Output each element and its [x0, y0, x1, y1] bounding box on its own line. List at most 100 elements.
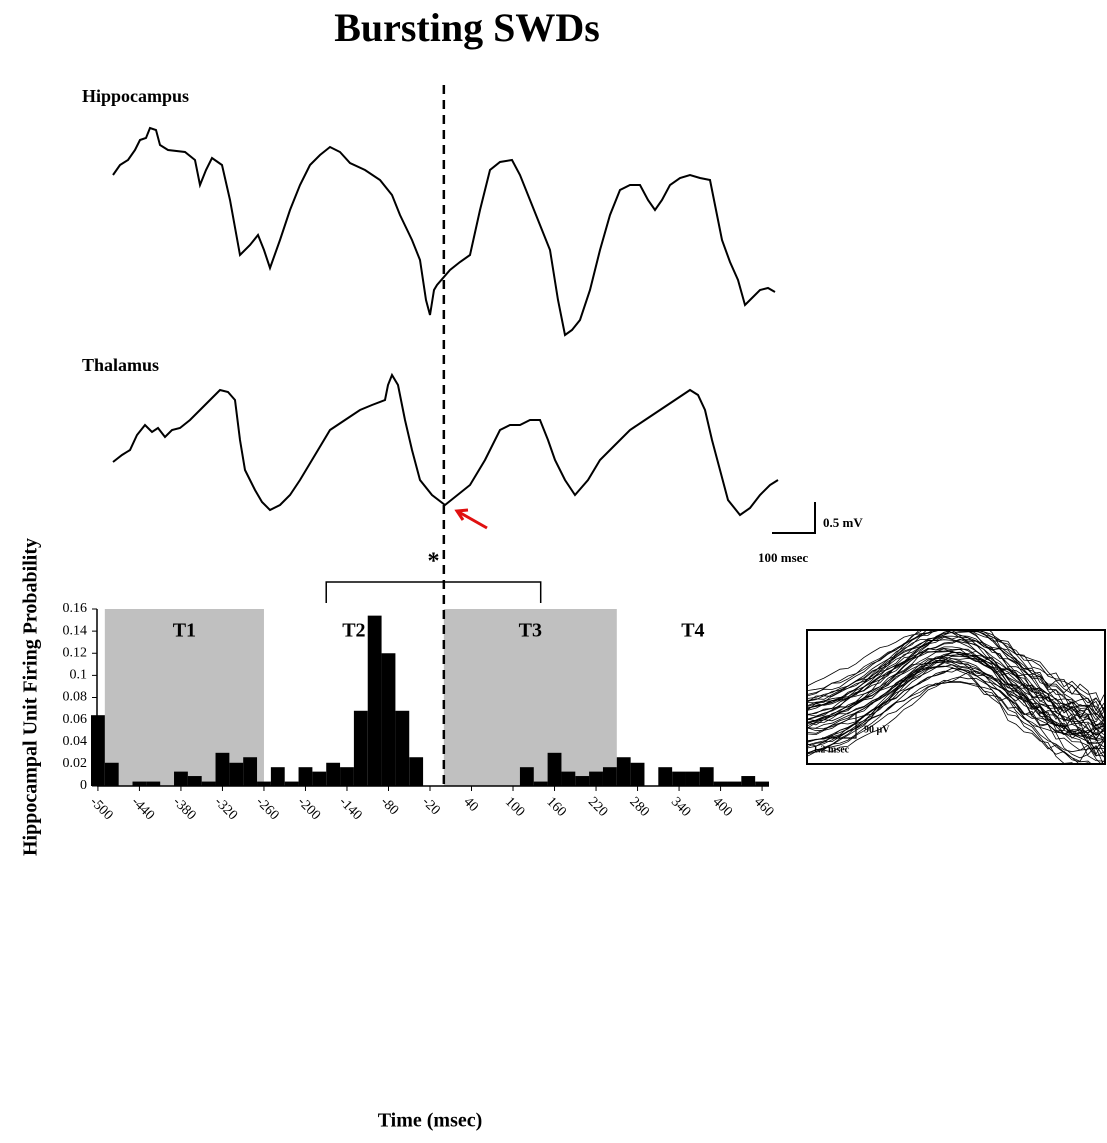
waveform	[808, 639, 1104, 727]
bar	[381, 653, 396, 786]
bar	[713, 781, 728, 786]
thalamus-trace	[112, 372, 779, 517]
bar	[353, 710, 368, 786]
bar	[215, 752, 230, 786]
bar	[257, 781, 271, 786]
trace-label: Thalamus	[82, 355, 159, 375]
chart-title: Bursting SWDs	[334, 5, 600, 50]
waveform	[808, 657, 1104, 739]
x-tick-label: -320	[211, 794, 240, 823]
bar	[146, 781, 161, 786]
y-tick-label: 0.08	[63, 690, 88, 705]
waveform	[808, 650, 1104, 740]
x-tick-label: 400	[709, 794, 734, 819]
waveform	[808, 661, 1104, 763]
waveform	[808, 631, 1104, 716]
y-tick-label: 0.12	[63, 645, 88, 660]
bar	[91, 715, 105, 786]
trace-label: Hippocampus	[82, 86, 189, 106]
scale-bar	[772, 502, 816, 534]
waveform	[808, 638, 1104, 720]
bar	[132, 781, 147, 786]
region	[443, 609, 617, 786]
x-tick-label: -440	[128, 794, 157, 823]
x-tick-label: -500	[87, 794, 116, 823]
waveform	[808, 635, 1104, 719]
bar	[326, 762, 341, 786]
bar	[589, 771, 603, 786]
x-tick-label: 160	[543, 794, 568, 819]
x-tick-label: -260	[253, 794, 282, 823]
bar	[298, 767, 313, 786]
y-tick-label: 0.14	[63, 623, 88, 638]
waveform	[808, 665, 1104, 762]
x-tick-label: -80	[377, 794, 401, 818]
bar	[243, 757, 258, 786]
bar	[395, 710, 410, 786]
waveform	[808, 631, 1104, 721]
bar	[561, 771, 576, 786]
bar	[284, 781, 299, 786]
x-tick-label: -200	[294, 794, 323, 823]
y-tick-label: 0.06	[63, 712, 88, 727]
arrow-head	[454, 508, 469, 521]
bar	[630, 762, 645, 786]
y-tick-label: 0.02	[63, 756, 88, 771]
waveform	[808, 631, 1104, 713]
waveforms	[808, 631, 1104, 763]
x-tick-label: 460	[751, 794, 776, 819]
hippocampus-trace	[112, 126, 776, 337]
scale-label: 100 msec	[758, 550, 808, 565]
region-label: T4	[681, 620, 704, 642]
bracket	[325, 581, 542, 603]
waveform	[808, 667, 1104, 745]
waveform	[808, 631, 1104, 720]
bar	[174, 771, 188, 786]
waveform	[808, 659, 1091, 763]
scale-label: 0.5 mV	[823, 515, 863, 530]
x-tick-label: -140	[336, 794, 365, 823]
waveform	[808, 679, 1104, 759]
y-tick-label: 0.1	[70, 668, 88, 683]
bar	[699, 767, 714, 786]
bar	[616, 757, 631, 786]
y-tick-label: 0.04	[63, 734, 88, 749]
x-tick-label: 40	[460, 794, 481, 815]
waveform	[808, 654, 1104, 754]
bar	[367, 615, 382, 786]
waveform	[808, 656, 1104, 736]
waveform	[808, 631, 1104, 710]
bar	[229, 762, 244, 786]
bar	[104, 762, 119, 786]
bar	[741, 776, 756, 786]
waveform	[808, 676, 1104, 762]
region-label: T3	[519, 620, 542, 642]
bracket-label: *	[427, 549, 439, 575]
bar	[533, 781, 548, 786]
bar	[602, 767, 617, 786]
waveform	[808, 632, 1104, 723]
region-label: T1	[173, 620, 196, 642]
x-tick-label: 340	[668, 794, 693, 819]
bar	[340, 767, 354, 786]
x-tick-label: 220	[585, 794, 610, 819]
inset-scale-label: 1.2 msec	[813, 744, 850, 755]
y-axis-label: Hippocampal Unit Firing Probability	[20, 538, 42, 856]
bar	[312, 771, 327, 786]
y-tick-label: 0.16	[63, 601, 88, 616]
waveform	[808, 660, 1104, 763]
region-label: T2	[342, 620, 365, 642]
x-axis-label: Time (msec)	[378, 1110, 483, 1132]
x-tick-label: 280	[626, 794, 651, 819]
bar	[755, 781, 769, 786]
waveform	[808, 681, 1104, 757]
bar	[658, 767, 673, 786]
arrow	[456, 509, 488, 530]
x-tick-label: -380	[170, 794, 199, 823]
bar	[547, 752, 562, 786]
inset-scale-label: 90 µV	[864, 724, 890, 735]
bar	[519, 767, 534, 786]
waveform	[808, 646, 1104, 731]
inset: 90 µV 1.2 msec	[806, 629, 1106, 765]
